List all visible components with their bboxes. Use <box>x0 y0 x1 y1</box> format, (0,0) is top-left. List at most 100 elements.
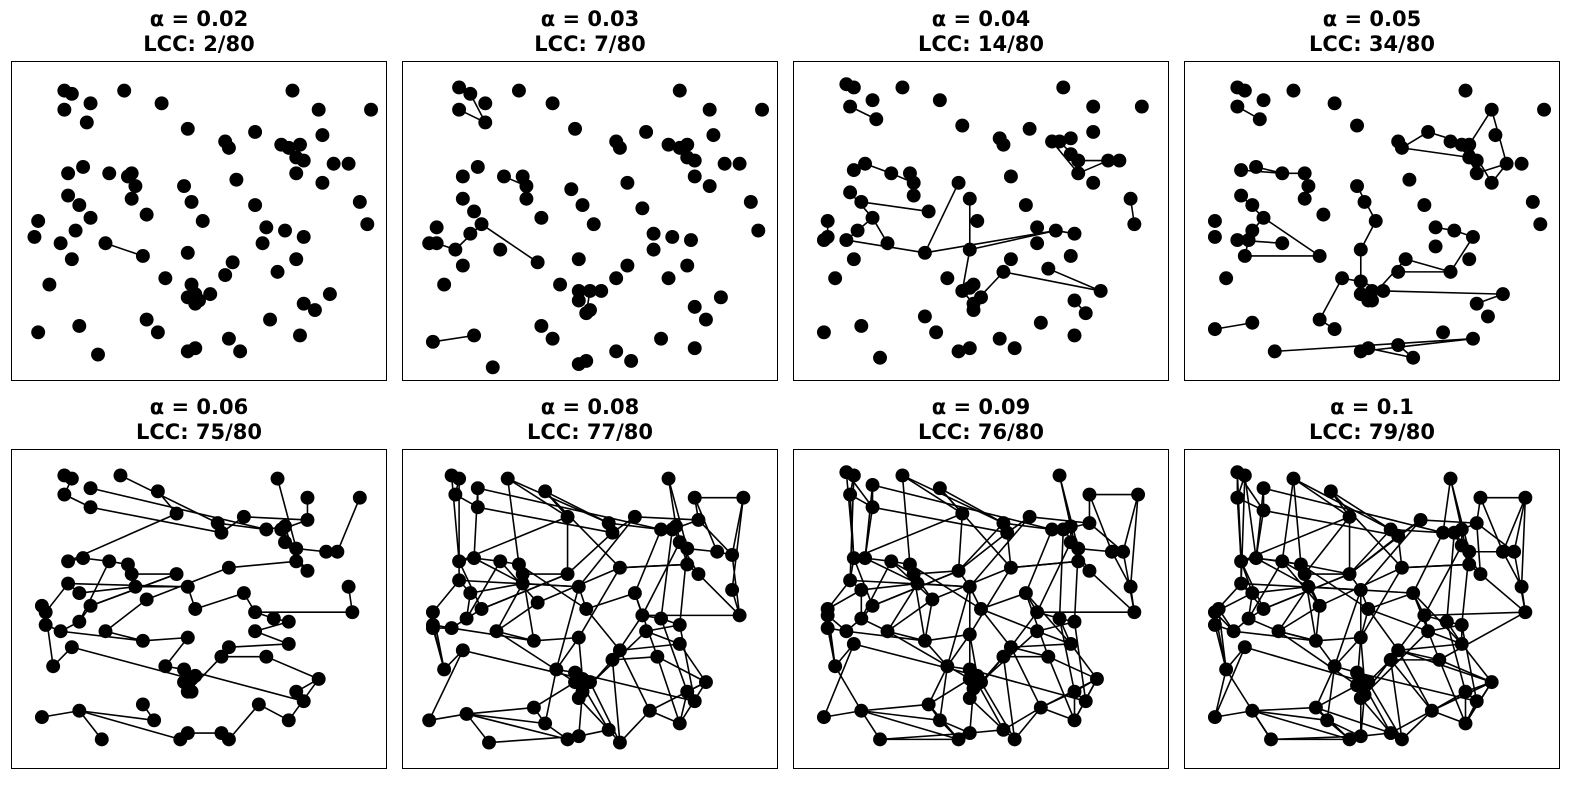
graph-node <box>846 80 861 95</box>
graph-edge <box>473 557 524 585</box>
graph-node <box>76 551 91 566</box>
graph-edge <box>466 713 568 741</box>
graph-node <box>1123 191 1138 206</box>
graph-node <box>951 732 966 747</box>
lcc-label: LCC: 75/80 <box>135 420 263 444</box>
graph-node <box>289 554 304 569</box>
graph-node <box>180 579 195 594</box>
graph-node <box>612 643 627 658</box>
graph-node <box>702 179 717 193</box>
lcc-label: LCC: 14/80 <box>917 32 1045 56</box>
graph-edge <box>927 665 949 705</box>
graph-node <box>98 624 113 639</box>
graph-node <box>1454 637 1469 651</box>
graph-node <box>1316 207 1331 222</box>
graph-edge <box>1003 522 1053 531</box>
graph-node <box>661 471 676 486</box>
graph-node <box>1297 166 1312 181</box>
graph-node <box>974 602 988 616</box>
graph-node <box>1245 586 1260 601</box>
graph-edge <box>612 655 658 661</box>
graph-edge <box>608 522 662 531</box>
graph-node <box>1518 605 1533 620</box>
graph-node <box>917 245 932 260</box>
graph-node <box>929 325 944 340</box>
panel-alpha-0-1: α = 0.1 LCC: 79/80 <box>1184 395 1560 779</box>
graph-node <box>1421 125 1436 139</box>
graph-node <box>1101 153 1116 168</box>
graph-node <box>1353 729 1368 744</box>
graph-node <box>974 675 988 690</box>
graph-node <box>873 350 887 365</box>
graph-node <box>1428 239 1443 254</box>
graph-node <box>691 567 706 581</box>
graph-node <box>1271 624 1286 639</box>
graph-node <box>281 614 296 629</box>
graph-node <box>248 198 263 213</box>
graph-plot <box>11 61 387 381</box>
graph-node <box>571 579 586 594</box>
graph-edge <box>243 515 308 521</box>
graph-node <box>1093 284 1108 298</box>
graph-node <box>962 242 977 257</box>
graph-node <box>425 605 440 620</box>
graph-node <box>921 697 936 712</box>
graph-node <box>345 605 360 620</box>
graph-node <box>1495 544 1510 559</box>
graph-edge <box>1244 475 1257 559</box>
graph-node <box>1353 344 1368 359</box>
graph-node <box>341 156 356 171</box>
graph-node <box>53 624 68 639</box>
graph-node <box>1466 229 1480 244</box>
graph-node <box>64 252 79 267</box>
graph-node <box>135 697 150 712</box>
graph-node <box>352 194 367 209</box>
graph-node <box>854 582 869 597</box>
graph-node <box>319 544 334 559</box>
graph-node <box>1394 140 1409 155</box>
graph-node <box>1207 229 1222 244</box>
graph-node <box>429 220 444 235</box>
graph-node <box>680 541 695 556</box>
graph-node <box>843 185 858 200</box>
graph-node <box>259 522 274 537</box>
graph-edge <box>228 560 297 569</box>
graph-node <box>1462 557 1477 572</box>
graph-edge <box>946 586 971 667</box>
graph-edge <box>1281 478 1295 562</box>
graph-node <box>1219 662 1234 677</box>
graph-node <box>996 264 1011 279</box>
graph-node <box>962 191 977 206</box>
graph-node <box>672 617 687 632</box>
graph-node <box>233 344 248 359</box>
graph-node <box>463 86 478 101</box>
graph-edge <box>924 599 934 641</box>
graph-node <box>315 175 330 190</box>
graph-edge <box>1025 529 1053 594</box>
graph-node <box>1353 274 1368 289</box>
graph-edge <box>1010 646 1042 708</box>
graph-node <box>34 598 49 613</box>
graph-node <box>1007 341 1022 356</box>
graph-node <box>858 551 873 566</box>
graph-node <box>1234 576 1249 591</box>
graph-node <box>72 198 87 213</box>
graph-node <box>713 290 728 305</box>
graph-edge <box>432 627 445 670</box>
graph-node <box>1264 732 1278 747</box>
graph-node <box>680 557 695 572</box>
graph-node <box>177 179 192 193</box>
graph-node <box>1230 233 1245 248</box>
graph-edge <box>980 592 1027 610</box>
graph-edge <box>1047 656 1076 721</box>
graph-node <box>278 519 292 534</box>
graph-edge <box>1129 494 1139 587</box>
graph-canvas <box>816 77 1149 365</box>
graph-edge <box>619 710 651 744</box>
graph-node <box>1003 640 1018 655</box>
panel-title: α = 0.05 LCC: 34/80 <box>1184 7 1560 57</box>
graph-node <box>1454 522 1469 537</box>
graph-edge <box>578 697 610 731</box>
graph-node <box>571 691 586 705</box>
graph-node <box>820 214 835 228</box>
